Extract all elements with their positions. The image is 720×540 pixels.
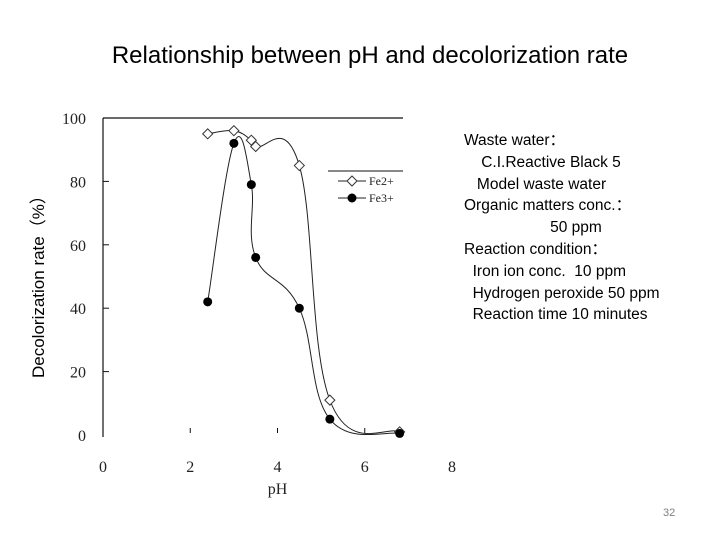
- y-axis-label: Decolorization rate（%）: [29, 187, 48, 378]
- data-point-marker: [229, 138, 239, 148]
- data-point-marker: [293, 159, 306, 172]
- x-tick-label: 0: [99, 459, 107, 476]
- legend-circle-icon: [347, 193, 357, 203]
- info-line: Organic matters conc.：: [464, 197, 632, 215]
- slide-title: Relationship between pH and decolorizati…: [111, 42, 629, 69]
- y-tick-label: 80: [70, 174, 86, 191]
- page-number: 32: [663, 507, 676, 519]
- legend-label: Fe2+: [369, 174, 394, 188]
- data-point-marker: [228, 124, 240, 137]
- info-line: Iron ion conc. 10 ppm: [464, 262, 626, 280]
- info-line: Model waste water: [464, 175, 607, 193]
- experiment-conditions: Waste water： C.I.Reactive Black 5 Model …: [464, 130, 660, 326]
- info-line: 50 ppm: [464, 219, 602, 237]
- data-point-marker: [251, 252, 261, 262]
- y-tick-label: 60: [70, 238, 86, 255]
- x-tick-label: 4: [274, 459, 282, 476]
- info-line: Waste water：: [464, 132, 566, 149]
- data-point-marker: [201, 128, 214, 140]
- x-tick-label: 6: [361, 459, 369, 476]
- info-line: Reaction condition：: [464, 240, 608, 258]
- x-tick-label: 2: [186, 459, 194, 476]
- data-point-marker: [249, 140, 262, 153]
- legend-diamond-icon: [346, 175, 358, 187]
- y-tick-label: 40: [70, 301, 86, 318]
- data-point-marker: [294, 303, 304, 313]
- data-point-marker: [324, 394, 336, 406]
- info-line: C.I.Reactive Black 5: [464, 153, 621, 171]
- data-point-marker: [325, 414, 335, 424]
- y-tick-label: 100: [62, 111, 86, 128]
- x-tick-label: 8: [448, 459, 456, 476]
- data-point-marker: [395, 428, 405, 438]
- info-line: Reaction time 10 minutes: [464, 306, 648, 324]
- info-line: Hydrogen peroxide 50 ppm: [464, 284, 660, 302]
- y-tick-label: 0: [78, 428, 86, 445]
- y-tick-label: 20: [70, 365, 86, 382]
- data-point-marker: [246, 180, 256, 190]
- legend-label: Fe3+: [369, 191, 394, 205]
- data-point-marker: [203, 297, 213, 307]
- x-axis-label: pH: [268, 481, 288, 498]
